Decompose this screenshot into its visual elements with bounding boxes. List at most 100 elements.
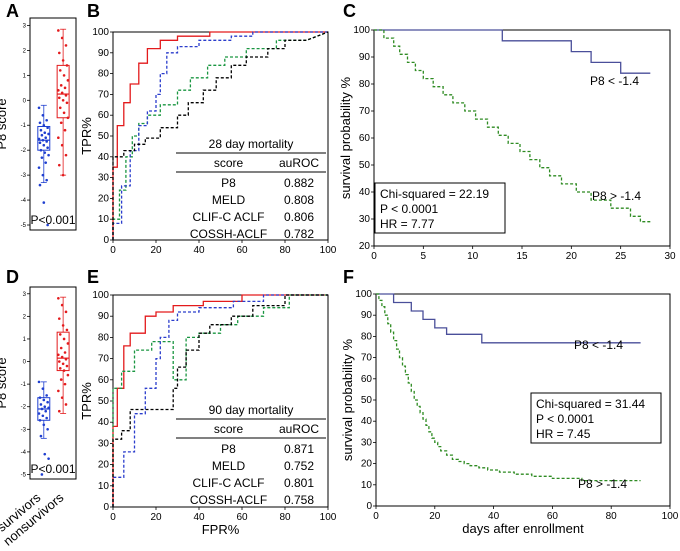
y-tick-label: 90 <box>98 48 110 59</box>
data-point <box>65 328 69 332</box>
data-point <box>40 133 44 137</box>
y-tick-label: 70 <box>98 89 110 100</box>
y-tick-label: 30 <box>361 437 373 448</box>
x-tick-label: 30 <box>664 251 676 262</box>
x-tick-label: 100 <box>662 511 679 522</box>
data-point <box>62 369 66 372</box>
y-tick-label: -1 <box>21 382 27 388</box>
x-tick-label: 0 <box>110 245 116 256</box>
table-auroc-value: 0.882 <box>284 176 314 190</box>
x-tick-label: 60 <box>547 511 559 522</box>
y-tick-label: 40 <box>361 416 373 427</box>
y-tick-label: -3 <box>21 427 27 433</box>
series-line-cossh-aclf <box>112 294 328 507</box>
panel-letter-a: A <box>6 1 19 21</box>
series-line-p8-1-4 <box>376 293 641 344</box>
x-tick-label: 40 <box>488 511 500 522</box>
data-point <box>57 360 61 363</box>
data-point <box>45 140 48 143</box>
y-tick-label: 2 <box>23 314 27 320</box>
data-point <box>37 166 41 169</box>
x-tick-label: 60 <box>236 512 248 523</box>
data-point <box>57 409 61 413</box>
y-tick-label: 50 <box>98 131 110 142</box>
panel-b-roc: 0 20 40 60 80 100 0 10 20 30 40 50 60 70 80 90 100 TPR% 28… <box>79 27 337 256</box>
table-header-auroc: auROC <box>279 422 319 436</box>
series-line-clif-c-aclf <box>112 31 328 240</box>
x-axis-label: days after enrollment <box>462 521 584 536</box>
data-point <box>61 362 65 366</box>
y-tick-label: 40 <box>98 152 110 163</box>
x-tick-label: 100 <box>320 245 337 256</box>
panel-a-boxplot: -5 -4 -3 -2 -1 0 1 2 3 P8 score P<0.001 <box>0 17 77 231</box>
table-title: 28 day mortality <box>209 137 294 151</box>
panel-letter-e: E <box>87 267 99 287</box>
stats-line: Chi-squared = 22.19 <box>380 187 489 201</box>
box-nonsurvivors <box>56 64 70 119</box>
y-tick-label: 30 <box>98 173 110 184</box>
data-point <box>42 143 46 147</box>
data-point <box>46 126 49 130</box>
y-tick-label: 0 <box>103 235 109 246</box>
stats-line: P < 0.0001 <box>380 202 438 216</box>
panel-letter-f: F <box>343 267 354 287</box>
x-tick-label: 20 <box>566 251 578 262</box>
panel-c-km: 0 5 10 15 20 25 30 20 30 40 50 60 70 80 90 100 survival … <box>338 25 676 262</box>
y-tick-label: 70 <box>359 106 371 117</box>
y-tick-label: 0 <box>23 360 27 366</box>
y-tick-label: -5 <box>21 472 27 478</box>
data-point <box>57 389 60 393</box>
data-point <box>38 141 42 145</box>
km-label-low: P8 < -1.4 <box>590 74 639 88</box>
data-point <box>59 84 63 87</box>
data-point <box>44 409 48 413</box>
table-score-p8: P8 <box>221 176 236 190</box>
data-point <box>37 137 41 141</box>
data-point <box>64 310 68 314</box>
table-header-auroc: auROC <box>279 156 319 170</box>
data-point <box>66 79 70 82</box>
x-tick-label: 20 <box>150 512 162 523</box>
table-score-clif-c-aclf: CLIF-C ACLF <box>192 476 264 490</box>
data-point <box>39 434 43 438</box>
data-point <box>58 69 62 72</box>
data-point <box>46 223 49 227</box>
table-score-meld: MELD <box>212 459 246 473</box>
data-point <box>40 473 44 476</box>
data-point <box>41 387 45 390</box>
table-auroc-value: 0.801 <box>284 476 314 490</box>
y-tick-label: 40 <box>98 417 110 428</box>
y-tick-label: 30 <box>98 438 110 449</box>
data-point <box>45 118 48 122</box>
y-tick-label: 10 <box>98 481 110 492</box>
y-tick-label: -5 <box>21 223 27 229</box>
data-point <box>41 138 45 142</box>
data-point <box>63 382 67 386</box>
y-tick-label: 100 <box>92 27 109 38</box>
data-point <box>57 96 61 100</box>
stats-line: HR = 7.77 <box>380 217 435 231</box>
y-tick-label: -1 <box>21 123 27 129</box>
table-auroc-value: 0.758 <box>284 493 314 507</box>
series-line-p8-1-4 <box>376 293 641 482</box>
data-point <box>60 143 64 147</box>
data-point <box>38 121 42 125</box>
y-tick-label: 40 <box>359 187 371 198</box>
x-tick-label: 0 <box>373 511 379 522</box>
y-tick-label: 20 <box>359 241 371 252</box>
x-tick-label: 80 <box>606 511 618 522</box>
data-point <box>62 74 66 77</box>
y-tick-label: -2 <box>21 148 27 154</box>
stats-line: Chi-squared = 31.44 <box>536 397 645 411</box>
plot-frame <box>29 286 77 480</box>
data-point <box>63 351 67 354</box>
y-tick-label: 80 <box>359 79 371 90</box>
table-score-p8: P8 <box>221 442 236 456</box>
data-point <box>46 146 49 149</box>
y-tick-label: 60 <box>98 375 110 386</box>
data-point <box>47 457 50 460</box>
table-auroc-value: 0.808 <box>284 193 314 207</box>
panel-letter-d: D <box>6 267 19 287</box>
table-header-score: score <box>214 422 244 436</box>
y-tick-label: -4 <box>21 198 27 204</box>
